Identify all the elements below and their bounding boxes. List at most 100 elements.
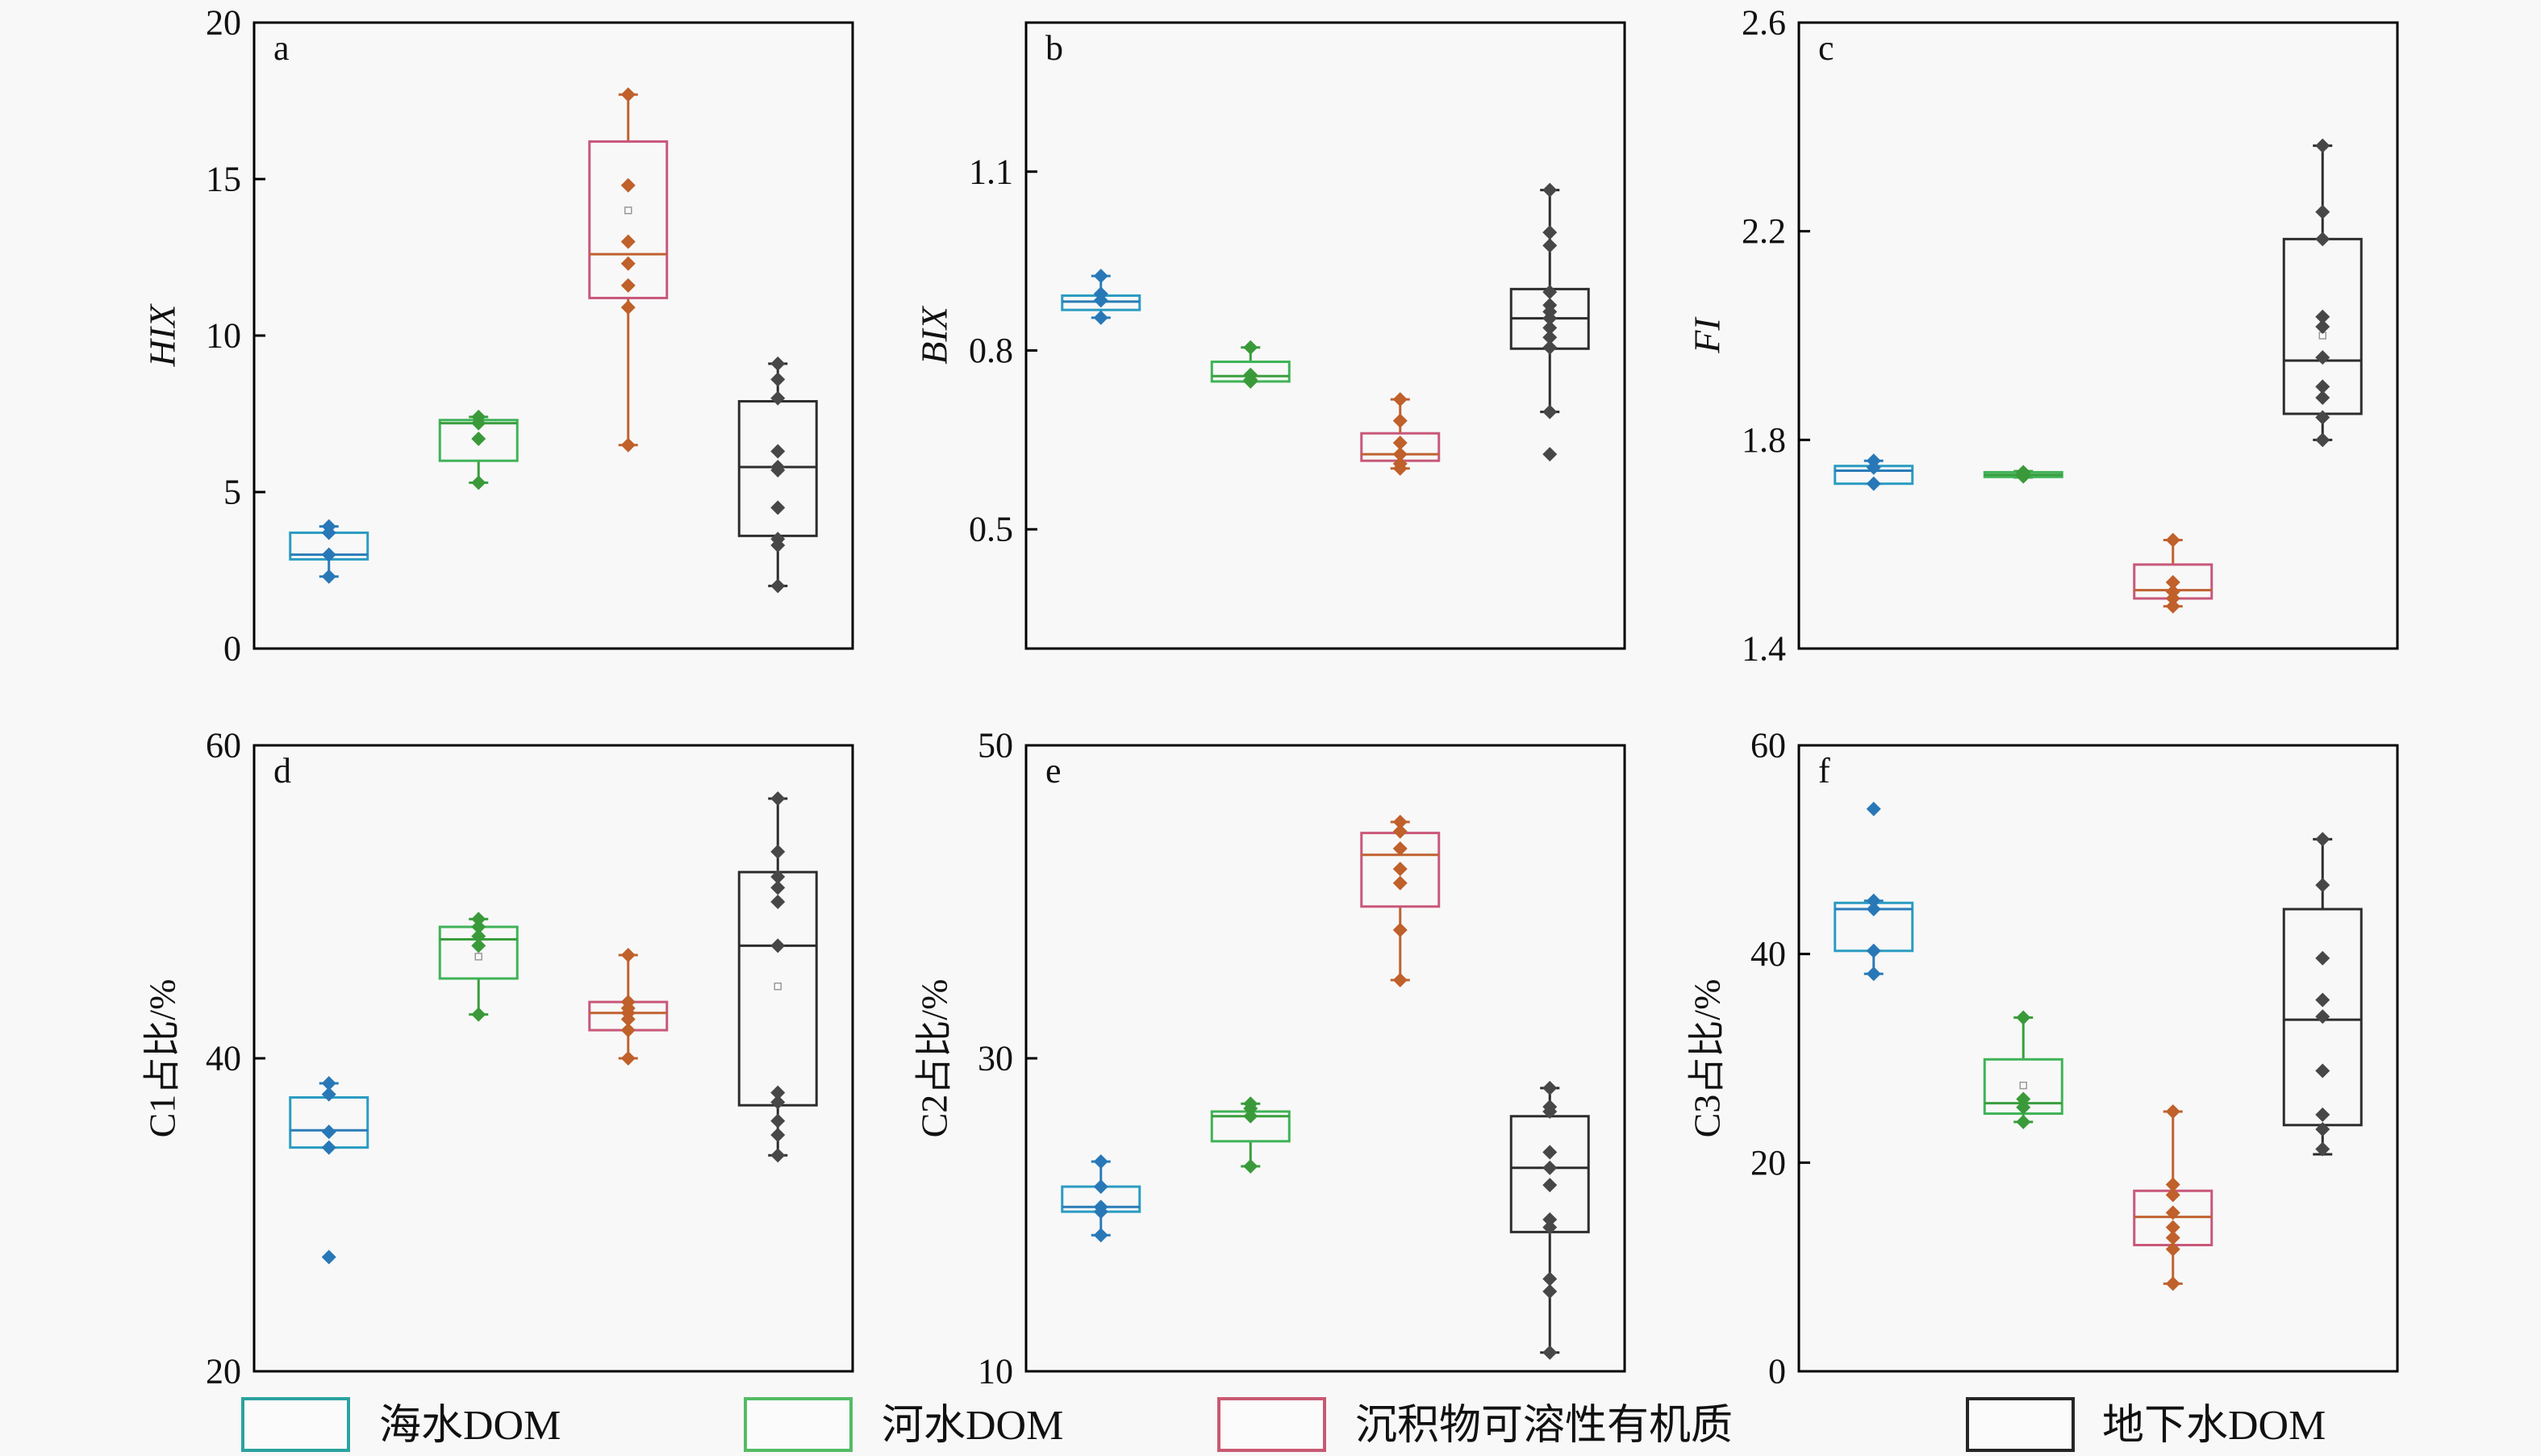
data-point xyxy=(1392,973,1408,987)
data-point xyxy=(1392,392,1408,407)
plot-frame xyxy=(1797,744,2399,1373)
data-point xyxy=(770,390,786,406)
data-point xyxy=(770,895,786,909)
data-point xyxy=(321,1076,336,1091)
data-point xyxy=(1542,238,1558,253)
data-point xyxy=(2315,1009,2330,1024)
data-point xyxy=(1243,1108,1258,1124)
data-point xyxy=(620,1023,636,1038)
box-group xyxy=(2133,532,2213,614)
legend-swatch xyxy=(1966,1397,2075,1452)
y-tick-label: 40 xyxy=(206,1039,241,1078)
box-group xyxy=(2282,832,2363,1157)
y-tick-label: 50 xyxy=(978,726,1013,766)
legend-item-river: 河水DOM xyxy=(744,1397,1063,1452)
data-point xyxy=(471,920,486,935)
legend-label: 河水DOM xyxy=(882,1403,1063,1449)
box-group xyxy=(1210,340,1291,389)
legend-swatch xyxy=(744,1397,853,1452)
y-tick-label: 10 xyxy=(978,1352,1013,1391)
iqr-box xyxy=(737,870,818,1107)
box-group xyxy=(588,87,669,453)
data-point xyxy=(2315,350,2330,365)
data-point xyxy=(2315,432,2330,448)
data-point xyxy=(1392,815,1408,830)
data-point xyxy=(1093,269,1108,284)
y-tick-label: 30 xyxy=(978,1039,1013,1078)
data-point xyxy=(2165,1187,2180,1203)
data-point xyxy=(1542,340,1558,355)
data-point xyxy=(1243,373,1258,389)
data-point xyxy=(1243,1101,1258,1116)
data-point xyxy=(2315,950,2330,966)
y-axis-label: HIX xyxy=(142,303,183,368)
data-point xyxy=(770,844,786,859)
data-point xyxy=(1866,893,1881,908)
data-point xyxy=(2315,1141,2330,1157)
panel-label: a xyxy=(273,28,290,68)
box-group xyxy=(1061,1154,1141,1243)
data-point xyxy=(1093,293,1108,308)
mean-marker xyxy=(774,982,782,991)
panel-label: c xyxy=(1818,28,1834,68)
data-point xyxy=(2315,1121,2330,1137)
plot-frame xyxy=(1797,21,2399,650)
y-tick-label: 1.4 xyxy=(1742,629,1786,669)
data-point xyxy=(2016,469,2031,484)
panel-c: 1.4 1.8 2.2 2.6 FI c xyxy=(1687,3,2399,669)
box-group xyxy=(1983,1010,2063,1129)
data-point xyxy=(1866,476,1881,491)
data-point xyxy=(2165,1103,2180,1119)
data-point xyxy=(620,947,636,962)
data-point xyxy=(2165,1230,2180,1245)
y-axis-label: BIX xyxy=(914,305,955,364)
y-tick-label: 0 xyxy=(1768,1352,1786,1391)
y-tick-label: 60 xyxy=(1750,726,1786,766)
data-point xyxy=(1392,922,1408,937)
data-point xyxy=(321,1087,336,1102)
data-point xyxy=(1392,461,1408,476)
data-point xyxy=(1866,966,1881,982)
data-point xyxy=(471,938,486,953)
legend-item-seawater: 海水DOM xyxy=(241,1397,561,1452)
data-point xyxy=(770,869,786,884)
data-point xyxy=(321,569,336,584)
y-tick-label: 0.8 xyxy=(969,331,1013,370)
data-point xyxy=(2315,1107,2330,1122)
data-point xyxy=(770,1128,786,1143)
data-point xyxy=(1093,1154,1108,1170)
data-point xyxy=(2165,599,2180,614)
data-point xyxy=(2165,574,2180,590)
iqr-box xyxy=(289,1096,369,1149)
data-point xyxy=(1542,311,1558,326)
data-point xyxy=(770,880,786,895)
data-point xyxy=(770,1095,786,1110)
data-point xyxy=(2165,1241,2180,1257)
y-tick-label: 20 xyxy=(206,3,241,43)
y-tick-label: 15 xyxy=(206,160,241,199)
y-tick-label: 20 xyxy=(1750,1143,1786,1183)
box-group xyxy=(1061,269,1141,325)
data-point xyxy=(1866,902,1881,917)
data-point xyxy=(1243,340,1258,355)
data-point xyxy=(1392,824,1408,839)
box-group xyxy=(2133,1103,2213,1291)
legend: 海水DOM 河水DOM 沉积物可溶性有机质 地下水DOM xyxy=(241,1397,2326,1452)
data-point xyxy=(770,578,786,594)
data-point xyxy=(1093,1204,1108,1220)
data-point xyxy=(620,177,636,193)
box-group xyxy=(737,791,818,1163)
y-tick-label: 0.5 xyxy=(969,510,1013,549)
box-group xyxy=(438,912,519,1022)
y-tick-label: 1.1 xyxy=(969,152,1013,191)
data-point xyxy=(1093,1228,1108,1243)
data-point xyxy=(2315,232,2330,247)
box-group xyxy=(1834,453,1914,491)
data-point xyxy=(1542,1080,1558,1095)
data-point xyxy=(2315,379,2330,394)
data-point xyxy=(2016,1099,2031,1115)
y-axis-label: C2占比/% xyxy=(914,979,955,1138)
data-point xyxy=(2165,532,2180,548)
